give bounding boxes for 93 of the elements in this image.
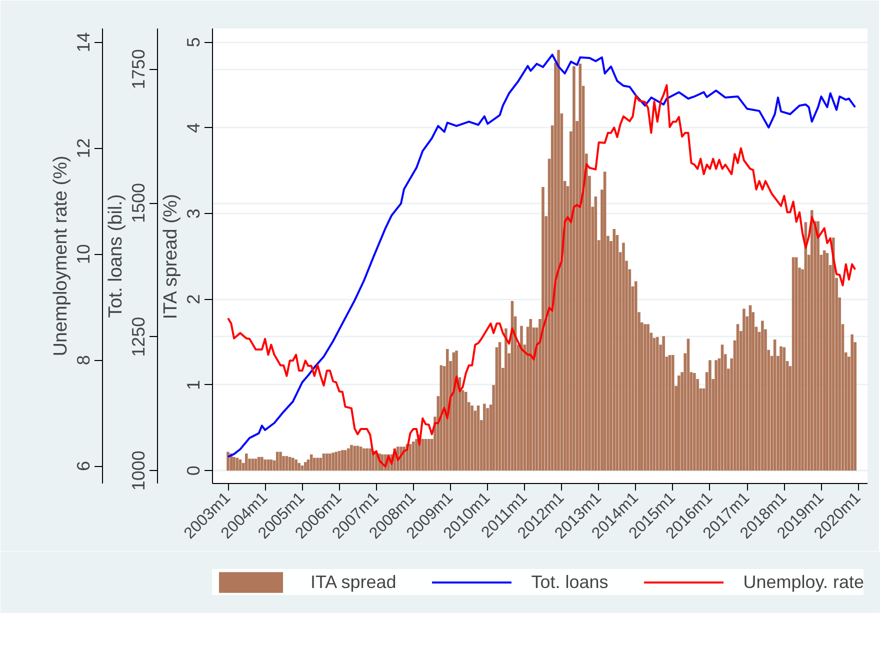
y3-axis-title: Unemployment rate (%): [50, 156, 72, 356]
bar: [291, 458, 294, 471]
bar: [816, 221, 820, 471]
bar: [720, 344, 724, 471]
bar: [498, 342, 502, 471]
bar: [254, 458, 258, 471]
bar: [826, 253, 829, 471]
bar: [780, 346, 782, 471]
bar: [359, 446, 362, 471]
legend-label: ITA spread: [310, 572, 396, 592]
bar: [298, 462, 300, 471]
bar: [415, 438, 418, 471]
y2-tick-label: 1500: [128, 182, 148, 224]
bar: [304, 462, 307, 471]
y-tick-label: 0: [184, 466, 204, 476]
bar: [850, 334, 854, 471]
bar: [656, 336, 659, 471]
bar: [350, 444, 353, 471]
y2-tick-label: 1000: [128, 450, 148, 491]
bar: [455, 350, 458, 471]
bar: [319, 458, 322, 471]
bar: [646, 324, 650, 471]
bar: [446, 348, 449, 471]
bar: [328, 454, 332, 471]
y3-tick-label: 8: [74, 355, 94, 366]
bar: [736, 324, 740, 471]
bar: [412, 442, 415, 471]
y-axis-title: ITA spread (%): [160, 194, 182, 320]
bar: [520, 326, 523, 471]
bar: [557, 50, 560, 471]
bar: [294, 460, 298, 471]
y3-tick-label: 10: [74, 244, 94, 264]
bar: [708, 360, 712, 471]
bar: [257, 456, 260, 471]
bar: [742, 308, 746, 471]
y3-tick-label: 14: [74, 32, 94, 52]
bar: [810, 210, 814, 471]
bar: [260, 456, 264, 471]
bar: [483, 404, 486, 471]
y-tick-label: 3: [184, 208, 204, 219]
bar: [578, 64, 582, 471]
bar: [245, 454, 248, 471]
bar: [644, 324, 646, 471]
bar: [310, 454, 313, 471]
bar: [603, 172, 606, 471]
y2-axis-title: Tot. loans (bil.): [106, 194, 126, 318]
bar: [347, 448, 350, 471]
bar: [251, 458, 254, 471]
bar: [634, 281, 638, 471]
bar: [662, 336, 665, 471]
bar: [622, 242, 625, 471]
y-tick-label: 1: [184, 380, 204, 390]
bar: [470, 406, 474, 471]
bar: [326, 454, 328, 471]
bar: [316, 458, 319, 471]
y2-tick-label: 1750: [128, 49, 148, 90]
bar: [504, 328, 508, 471]
bar: [264, 460, 266, 471]
bar: [612, 229, 616, 471]
bar: [822, 250, 826, 471]
bar: [529, 318, 532, 471]
bar: [334, 452, 338, 471]
bar: [232, 456, 236, 471]
legend-label: Unemploy. rate: [743, 572, 864, 592]
bar: [542, 187, 544, 471]
bar: [832, 238, 835, 471]
y3-tick-label: 6: [74, 461, 94, 472]
bar: [282, 456, 285, 471]
bar: [421, 438, 424, 471]
bar: [353, 446, 356, 471]
bar: [672, 354, 674, 471]
bar: [693, 372, 696, 471]
bar: [761, 320, 764, 471]
legend-label: Tot. loans: [531, 572, 608, 592]
bar: [279, 452, 282, 471]
bar: [313, 458, 316, 471]
y3-tick-label: 12: [74, 138, 94, 158]
bar: [572, 66, 576, 471]
bar: [341, 450, 344, 471]
y-tick-label: 5: [184, 37, 204, 48]
bar: [686, 338, 690, 471]
y-tick-label: 4: [184, 122, 204, 133]
bar: [486, 408, 489, 471]
bar: [276, 452, 279, 471]
bar: [226, 452, 230, 471]
bar: [366, 448, 368, 471]
bar: [678, 376, 680, 471]
bar: [368, 448, 372, 471]
y-tick-label: 2: [184, 294, 204, 304]
bar: [362, 448, 366, 471]
y2-tick-label: 1250: [128, 316, 148, 357]
bar: [332, 452, 334, 471]
bar: [714, 360, 718, 471]
